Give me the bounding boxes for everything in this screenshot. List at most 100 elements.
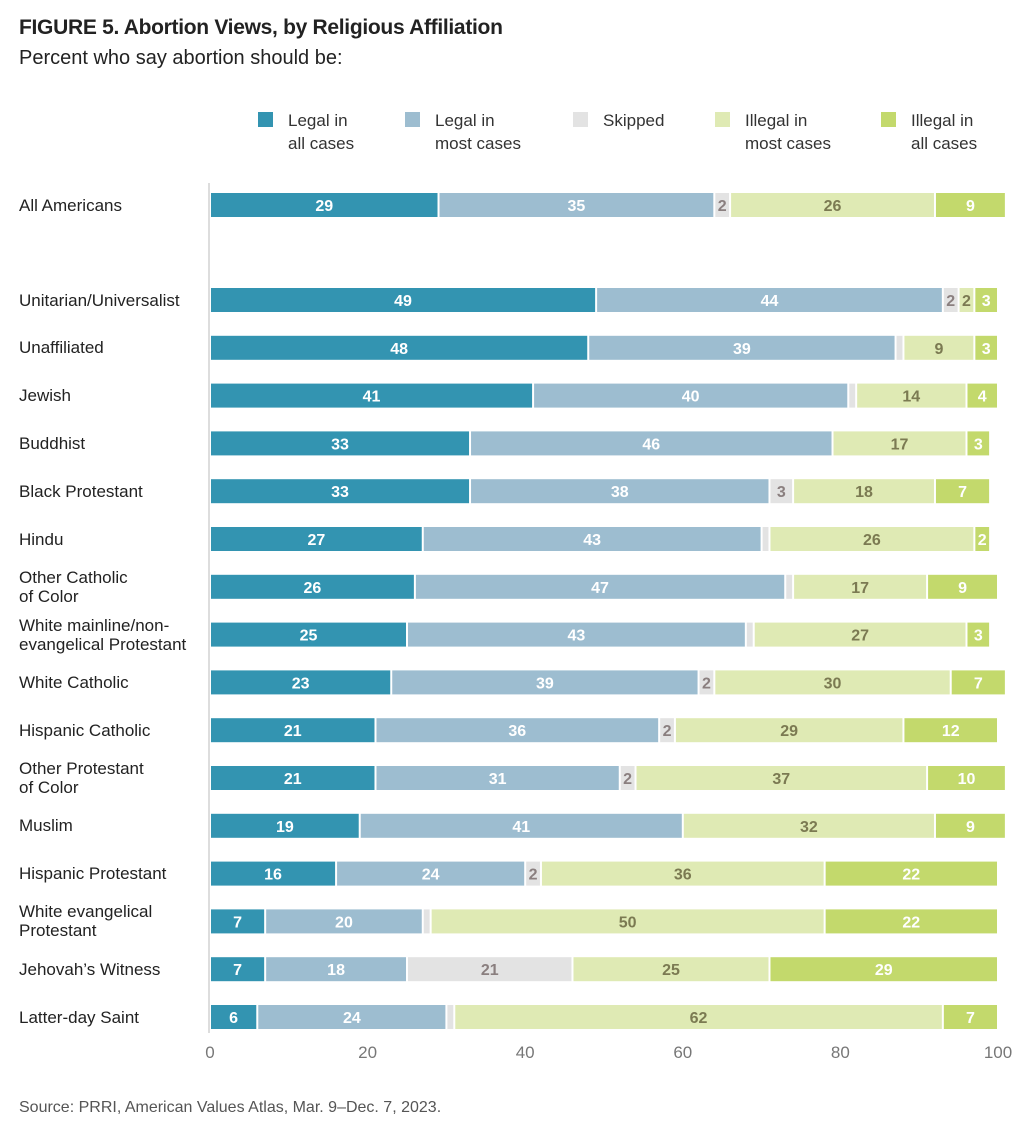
- data-label: 10: [958, 771, 976, 788]
- data-label: 41: [363, 389, 381, 406]
- legend-label: Legal in most cases: [435, 111, 521, 153]
- data-label: 2: [718, 198, 727, 215]
- chart-subtitle: Percent who say abortion should be:: [19, 47, 343, 69]
- bar-segment: [541, 861, 824, 886]
- category-label: All Americans: [19, 195, 122, 215]
- bar-segment: [935, 193, 1005, 217]
- category-label: Hindu: [19, 529, 64, 549]
- bar-segment: [770, 957, 997, 982]
- data-label: 18: [327, 962, 345, 979]
- legend-swatch: [258, 112, 273, 127]
- bar-segment: [770, 527, 974, 551]
- bar-segment: [211, 383, 533, 408]
- data-label: 9: [934, 341, 943, 358]
- legend-item: Skipped: [573, 109, 733, 132]
- bar-segment: [471, 431, 832, 456]
- bar-segment: [408, 622, 745, 647]
- data-label: 7: [958, 484, 967, 501]
- data-label: 22: [902, 914, 920, 931]
- category-label: White evangelical Protestant: [19, 902, 153, 941]
- category-label: Other Catholic of Color: [19, 567, 128, 606]
- bar-segment: [423, 909, 430, 934]
- x-tick-label: 100: [983, 1043, 1013, 1062]
- data-label: 9: [966, 819, 975, 836]
- bar-segment: [266, 909, 422, 934]
- bar-segment: [211, 909, 265, 934]
- x-tick-label: 40: [515, 1043, 535, 1062]
- bar-segment: [849, 383, 856, 408]
- bar-segment: [833, 431, 966, 456]
- bar-segment: [211, 527, 422, 551]
- bar-segment: [943, 288, 958, 312]
- bar-segment: [211, 766, 375, 790]
- bar-segment: [211, 813, 359, 838]
- bar-segment: [943, 1005, 997, 1029]
- data-label: 3: [777, 484, 786, 501]
- bar-segment: [770, 479, 793, 504]
- bar-segment: [636, 766, 927, 790]
- bar-segment: [928, 574, 997, 599]
- bar-segment: [589, 335, 895, 360]
- data-label: 43: [583, 532, 601, 549]
- category-label: Latter-day Saint: [19, 1007, 140, 1027]
- y-axis-line: [208, 183, 210, 1033]
- category-label: Jewish: [19, 386, 71, 406]
- bar-segment: [360, 813, 682, 838]
- data-label: 39: [536, 675, 554, 692]
- data-label: 9: [958, 580, 967, 597]
- bar-segment: [951, 670, 1005, 695]
- bar-segment: [975, 288, 997, 312]
- data-label: 20: [335, 914, 353, 931]
- bar-segment: [211, 718, 375, 743]
- data-label: 7: [966, 1010, 975, 1027]
- data-label: 2: [623, 771, 632, 788]
- bar-segment: [935, 479, 990, 504]
- bar-segment: [660, 718, 674, 743]
- bar-segment: [746, 622, 753, 647]
- x-tick-label: 20: [358, 1043, 378, 1062]
- bar-segment: [573, 957, 769, 982]
- legend-item: Legal in most cases: [405, 109, 565, 155]
- legend-item: Legal in all cases: [258, 109, 418, 155]
- data-label: 29: [315, 198, 333, 215]
- data-label: 16: [264, 867, 282, 884]
- bar-segment: [211, 479, 470, 504]
- data-label: 22: [902, 867, 920, 884]
- legend-item: Illegal in most cases: [715, 109, 875, 155]
- data-label: 23: [292, 675, 310, 692]
- data-label: 27: [307, 532, 325, 549]
- source-note: Source: PRRI, American Values Atlas, Mar…: [19, 1099, 442, 1116]
- data-label: 4: [978, 389, 987, 406]
- legend-swatch: [573, 112, 588, 127]
- data-label: 26: [824, 198, 842, 215]
- bar-segment: [534, 383, 848, 408]
- data-label: 25: [662, 962, 680, 979]
- data-label: 24: [422, 867, 440, 884]
- data-label: 50: [619, 914, 637, 931]
- bar-segment: [762, 527, 769, 551]
- bar-segment: [967, 622, 990, 647]
- category-label: Unaffiliated: [19, 338, 104, 358]
- bar-segment: [211, 1005, 257, 1029]
- data-label: 44: [761, 293, 779, 310]
- bar-segment: [896, 335, 903, 360]
- data-label: 12: [942, 723, 960, 740]
- bar-segment: [415, 574, 785, 599]
- data-label: 14: [902, 389, 920, 406]
- legend-label: Legal in all cases: [288, 111, 355, 153]
- data-label: 7: [233, 914, 242, 931]
- bar-segment: [620, 766, 635, 790]
- category-label: Hispanic Protestant: [19, 864, 167, 884]
- data-label: 3: [982, 293, 991, 310]
- bar-segment: [211, 861, 336, 886]
- category-label: Unitarian/Universalist: [19, 290, 180, 310]
- bar-segment: [211, 574, 414, 599]
- data-label: 33: [331, 484, 349, 501]
- legend-swatch: [405, 112, 420, 127]
- data-label: 33: [331, 436, 349, 453]
- data-label: 3: [974, 628, 983, 645]
- bar-segment: [825, 909, 997, 934]
- bar-segment: [258, 1005, 446, 1029]
- category-label: Black Protestant: [19, 481, 143, 501]
